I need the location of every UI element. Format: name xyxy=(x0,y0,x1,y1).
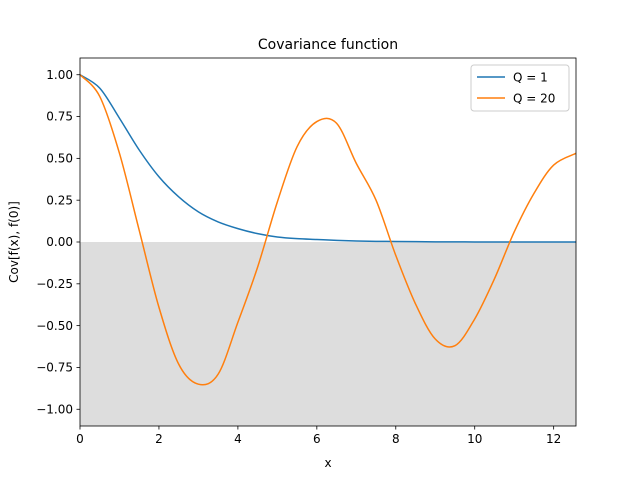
x-tick-label: 2 xyxy=(155,432,163,446)
legend-label-2: Q = 20 xyxy=(513,91,555,105)
plot-area: 0 2 4 6 8 10 12 −1.00 −0.75 −0.50 −0.25 0.00 0.25 0.5… xyxy=(36,57,577,446)
y-tick-label: 0.00 xyxy=(46,235,73,249)
y-tick-label: 0.50 xyxy=(46,152,73,166)
y-tick-label: 1.00 xyxy=(46,68,73,82)
x-axis-label: x xyxy=(324,456,331,470)
legend: Q = 1 Q = 20 xyxy=(470,64,570,112)
y-tick-label: −0.50 xyxy=(36,319,73,333)
y-tick-label: −0.25 xyxy=(36,277,73,291)
series-line-2 xyxy=(80,74,576,386)
legend-label-1: Q = 1 xyxy=(513,70,548,84)
series-line-1 xyxy=(80,74,576,243)
x-tick-label: 6 xyxy=(313,432,321,446)
y-tick-label: −0.75 xyxy=(36,361,73,375)
chart-title: Covariance function xyxy=(258,37,398,53)
y-tick-label: −1.00 xyxy=(36,402,73,416)
negative-region-shading xyxy=(80,242,576,426)
y-tick-label: 0.75 xyxy=(46,110,73,124)
x-tick-label: 10 xyxy=(467,432,482,446)
y-tick-label: 0.25 xyxy=(46,193,73,207)
x-tick-label: 0 xyxy=(76,432,84,446)
x-tick-label: 12 xyxy=(546,432,561,446)
x-tick-label: 8 xyxy=(392,432,400,446)
x-tick-label: 4 xyxy=(234,432,242,446)
y-axis-label: Cov[f(x), f(0)] xyxy=(7,201,21,283)
